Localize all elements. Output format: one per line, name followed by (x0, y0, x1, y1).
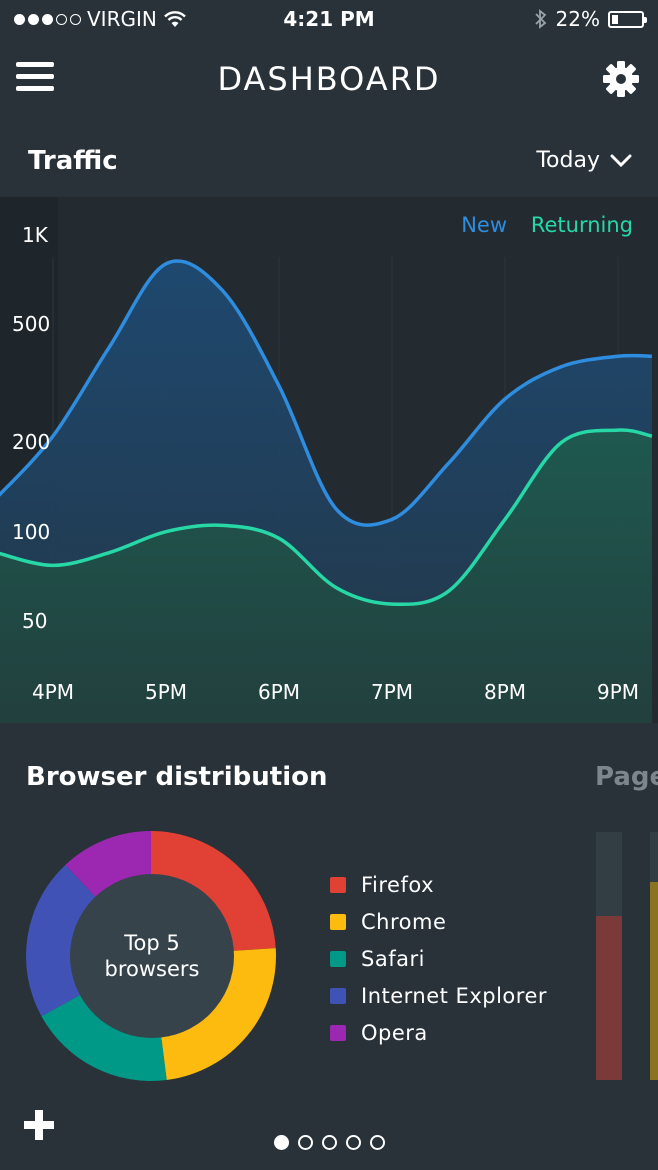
legend-swatch (330, 876, 346, 893)
legend-item-firefox[interactable]: Firefox (330, 866, 547, 903)
plus-icon[interactable] (24, 1110, 54, 1140)
y-tick-label: 1K (22, 223, 48, 247)
series-line-returning (0, 428, 653, 607)
donut-slice-safari[interactable] (41, 994, 167, 1081)
traffic-title: Traffic (28, 146, 118, 176)
x-tick-label: 5PM (144, 680, 188, 704)
donut-center-line1: Top 5 (124, 931, 180, 955)
browser-legend: Firefox Chrome Safari Internet Explorer Oper… (330, 866, 547, 1051)
y-tick-label: 50 (22, 609, 48, 633)
donut-center-line2: browsers (104, 957, 200, 981)
legend-label: Internet Explorer (361, 983, 547, 1008)
legend-item-chrome[interactable]: Chrome (330, 903, 547, 940)
next-panel-title: Pages (595, 762, 658, 792)
y-tick-label: 200 (12, 430, 51, 455)
legend-swatch (330, 913, 346, 930)
legend-new[interactable]: New (461, 213, 507, 237)
traffic-chart: New Returning 1K 500 200 100 50 4PM 5PM 6PM 7PM 8… (0, 197, 658, 723)
legend-item-opera[interactable]: Opera (330, 1014, 547, 1051)
legend-item-internet-explorer[interactable]: Internet Explorer (330, 977, 547, 1014)
legend-label: Opera (361, 1020, 428, 1045)
gear-icon[interactable] (602, 60, 640, 98)
page-title: DASHBOARD (217, 60, 441, 98)
x-tick-label: 6PM (257, 680, 301, 704)
traffic-chart-svg (0, 197, 653, 723)
donut-slice-opera[interactable] (65, 831, 151, 898)
page-dot-3[interactable] (321, 1135, 337, 1150)
x-tick-label: 8PM (483, 680, 527, 704)
legend-item-safari[interactable]: Safari (330, 940, 547, 977)
battery-icon (608, 10, 647, 28)
donut-center-label: Top 5 browsers (70, 874, 234, 1038)
status-left: VIRGIN (14, 7, 187, 31)
legend-returning[interactable]: Returning (530, 213, 633, 237)
browser-distribution-title: Browser distribution (26, 762, 328, 792)
carrier-name: VIRGIN (87, 7, 157, 31)
y-tick-label: 500 (12, 312, 51, 337)
page-bar (650, 832, 658, 1080)
page-bar (596, 832, 622, 1080)
period-label: Today (536, 148, 600, 173)
page-indicator (0, 1135, 658, 1150)
legend-label: Firefox (361, 872, 435, 897)
app-header: DASHBOARD (0, 40, 658, 120)
bluetooth-icon (534, 9, 546, 29)
legend-swatch (330, 987, 346, 1004)
series-area-returning (0, 430, 652, 723)
page-bar-fill (596, 916, 622, 1080)
status-bar: VIRGIN 4:21 PM 22% (0, 0, 658, 40)
status-right: 22% (534, 7, 647, 31)
browser-donut-chart (26, 831, 276, 1081)
donut-slice-internet-explorer[interactable] (26, 864, 97, 1017)
y-tick-label: 100 (12, 519, 51, 544)
legend-swatch (330, 950, 346, 967)
page-dot-2[interactable] (297, 1135, 313, 1150)
traffic-header: Traffic Today (0, 140, 658, 190)
status-time: 4:21 PM (283, 7, 375, 31)
page-dot-1[interactable] (273, 1135, 289, 1150)
menu-button[interactable] (16, 62, 54, 96)
wifi-icon (163, 11, 186, 27)
legend-swatch (330, 1024, 346, 1041)
battery-percent: 22% (555, 7, 600, 31)
page-bar-fill (650, 881, 658, 1080)
period-dropdown[interactable]: Today (536, 148, 632, 173)
chevron-down-icon (610, 154, 632, 167)
donut-slice-chrome[interactable] (161, 948, 276, 1081)
legend-label: Safari (361, 946, 425, 971)
series-line-new (0, 259, 652, 527)
page-dot-5[interactable] (369, 1135, 385, 1150)
x-tick-label: 9PM (596, 680, 640, 704)
legend-label: Chrome (361, 909, 447, 934)
donut-slice-firefox[interactable] (151, 831, 276, 951)
x-tick-label: 4PM (31, 680, 75, 704)
x-tick-label: 7PM (370, 680, 414, 704)
signal-strength-icon (14, 13, 81, 25)
page-dot-4[interactable] (345, 1135, 361, 1150)
